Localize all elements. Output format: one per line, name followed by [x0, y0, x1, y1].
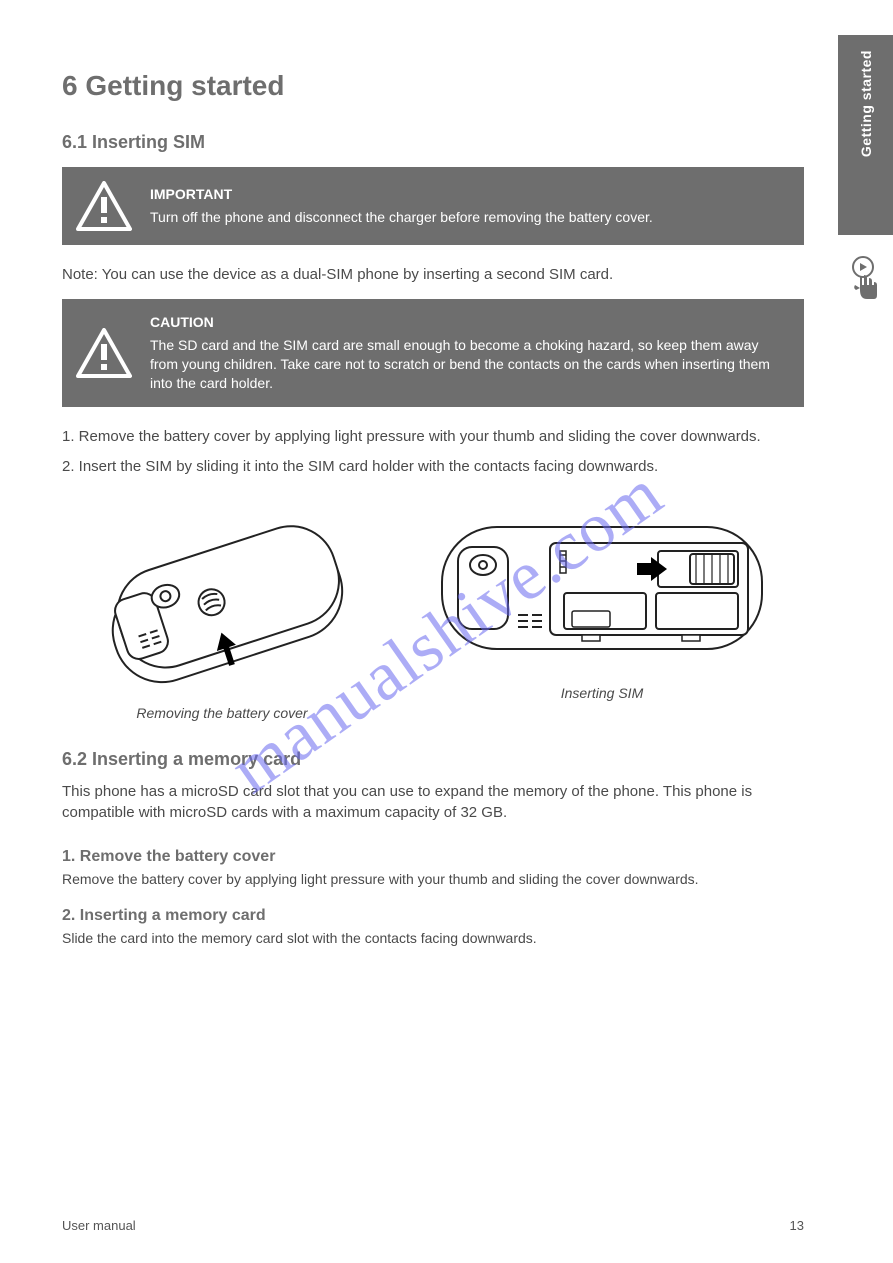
- important-banner: IMPORTANT Turn off the phone and disconn…: [62, 167, 804, 245]
- sd-intro: This phone has a microSD card slot that …: [62, 782, 804, 823]
- figures-row: Removing the battery cover: [62, 507, 804, 721]
- step-2: 2. Insert the SIM by sliding it into the…: [62, 457, 804, 477]
- sd-step1-title: 1. Remove the battery cover: [62, 848, 804, 866]
- page-title: 6 Getting started: [62, 70, 804, 102]
- getting-started-icon: [843, 255, 883, 315]
- section-sim-title: 6.1 Inserting SIM: [62, 132, 804, 153]
- caution-banner: CAUTION The SD card and the SIM card are…: [62, 299, 804, 407]
- warning-icon: [76, 328, 132, 378]
- figure-1-caption: Removing the battery cover: [62, 705, 382, 721]
- sd-step2-title: 2. Inserting a memory card: [62, 907, 804, 925]
- sd-step2-text: Slide the card into the memory card slot…: [62, 929, 804, 948]
- footer: User manual 13: [62, 1218, 804, 1233]
- side-tab-label: Getting started: [858, 50, 874, 157]
- banner-title: IMPORTANT: [150, 185, 653, 204]
- warning-icon: [76, 181, 132, 231]
- section-sd-title: 6.2 Inserting a memory card: [62, 749, 804, 770]
- main-content: 6 Getting started 6.1 Inserting SIM IMPO…: [62, 70, 804, 954]
- banner-title: CAUTION: [150, 313, 786, 332]
- sd-step1-text: Remove the battery cover by applying lig…: [62, 870, 804, 889]
- figure-2: Inserting SIM: [432, 507, 772, 701]
- figure-2-caption: Inserting SIM: [432, 685, 772, 701]
- side-tab: Getting started: [838, 35, 893, 235]
- banner-text: Turn off the phone and disconnect the ch…: [150, 208, 653, 227]
- figure-1: Removing the battery cover: [62, 507, 382, 721]
- footer-left: User manual: [62, 1218, 136, 1233]
- footer-page-number: 13: [790, 1218, 804, 1233]
- step-1: 1. Remove the battery cover by applying …: [62, 427, 804, 447]
- dual-sim-note: Note: You can use the device as a dual-S…: [62, 265, 804, 285]
- banner-text: The SD card and the SIM card are small e…: [150, 336, 786, 393]
